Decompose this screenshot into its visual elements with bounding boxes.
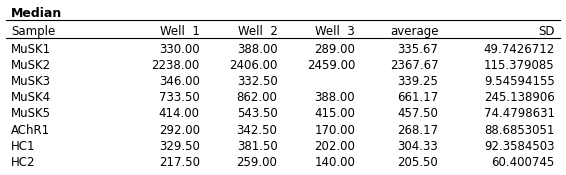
- Text: 170.00: 170.00: [314, 124, 355, 137]
- Text: 335.67: 335.67: [397, 43, 438, 56]
- Text: 245.138906: 245.138906: [484, 91, 555, 104]
- Text: Well  1: Well 1: [160, 25, 200, 38]
- Text: 92.3584503: 92.3584503: [484, 140, 555, 153]
- Text: 457.50: 457.50: [397, 107, 438, 120]
- Text: 346.00: 346.00: [159, 75, 200, 88]
- Text: 388.00: 388.00: [315, 91, 355, 104]
- Text: MuSK1: MuSK1: [11, 43, 52, 56]
- Text: 60.400745: 60.400745: [491, 156, 555, 169]
- Text: 88.6853051: 88.6853051: [484, 124, 555, 137]
- Text: MuSK3: MuSK3: [11, 75, 51, 88]
- Text: MuSK4: MuSK4: [11, 91, 52, 104]
- Text: Well  3: Well 3: [315, 25, 355, 38]
- Text: 332.50: 332.50: [237, 75, 277, 88]
- Text: 140.00: 140.00: [314, 156, 355, 169]
- Text: HC2: HC2: [11, 156, 36, 169]
- Text: 543.50: 543.50: [237, 107, 277, 120]
- Text: 661.17: 661.17: [397, 91, 438, 104]
- Text: HC1: HC1: [11, 140, 36, 153]
- Text: 2238.00: 2238.00: [152, 59, 200, 72]
- Text: 205.50: 205.50: [397, 156, 438, 169]
- Text: 2459.00: 2459.00: [307, 59, 355, 72]
- Text: 268.17: 268.17: [397, 124, 438, 137]
- Text: 49.7426712: 49.7426712: [483, 43, 555, 56]
- Text: average: average: [390, 25, 438, 38]
- Text: 259.00: 259.00: [237, 156, 277, 169]
- Text: MuSK5: MuSK5: [11, 107, 51, 120]
- Text: SD: SD: [538, 25, 555, 38]
- Text: 388.00: 388.00: [237, 43, 277, 56]
- Text: 329.50: 329.50: [159, 140, 200, 153]
- Text: AChR1: AChR1: [11, 124, 50, 137]
- Text: 2367.67: 2367.67: [389, 59, 438, 72]
- Text: 339.25: 339.25: [397, 75, 438, 88]
- Text: 733.50: 733.50: [159, 91, 200, 104]
- Text: 9.54594155: 9.54594155: [484, 75, 555, 88]
- Text: 415.00: 415.00: [314, 107, 355, 120]
- Text: MuSK2: MuSK2: [11, 59, 52, 72]
- Text: 304.33: 304.33: [397, 140, 438, 153]
- Text: Well  2: Well 2: [238, 25, 277, 38]
- Text: 330.00: 330.00: [159, 43, 200, 56]
- Text: 862.00: 862.00: [237, 91, 277, 104]
- Text: 289.00: 289.00: [314, 43, 355, 56]
- Text: 217.50: 217.50: [159, 156, 200, 169]
- Text: Sample: Sample: [11, 25, 55, 38]
- Text: 292.00: 292.00: [159, 124, 200, 137]
- Text: 202.00: 202.00: [314, 140, 355, 153]
- Text: 74.4798631: 74.4798631: [484, 107, 555, 120]
- Text: 115.379085: 115.379085: [484, 59, 555, 72]
- Text: 381.50: 381.50: [237, 140, 277, 153]
- Text: 342.50: 342.50: [237, 124, 277, 137]
- Text: 414.00: 414.00: [159, 107, 200, 120]
- Text: 2406.00: 2406.00: [229, 59, 277, 72]
- Text: Median: Median: [11, 7, 62, 20]
